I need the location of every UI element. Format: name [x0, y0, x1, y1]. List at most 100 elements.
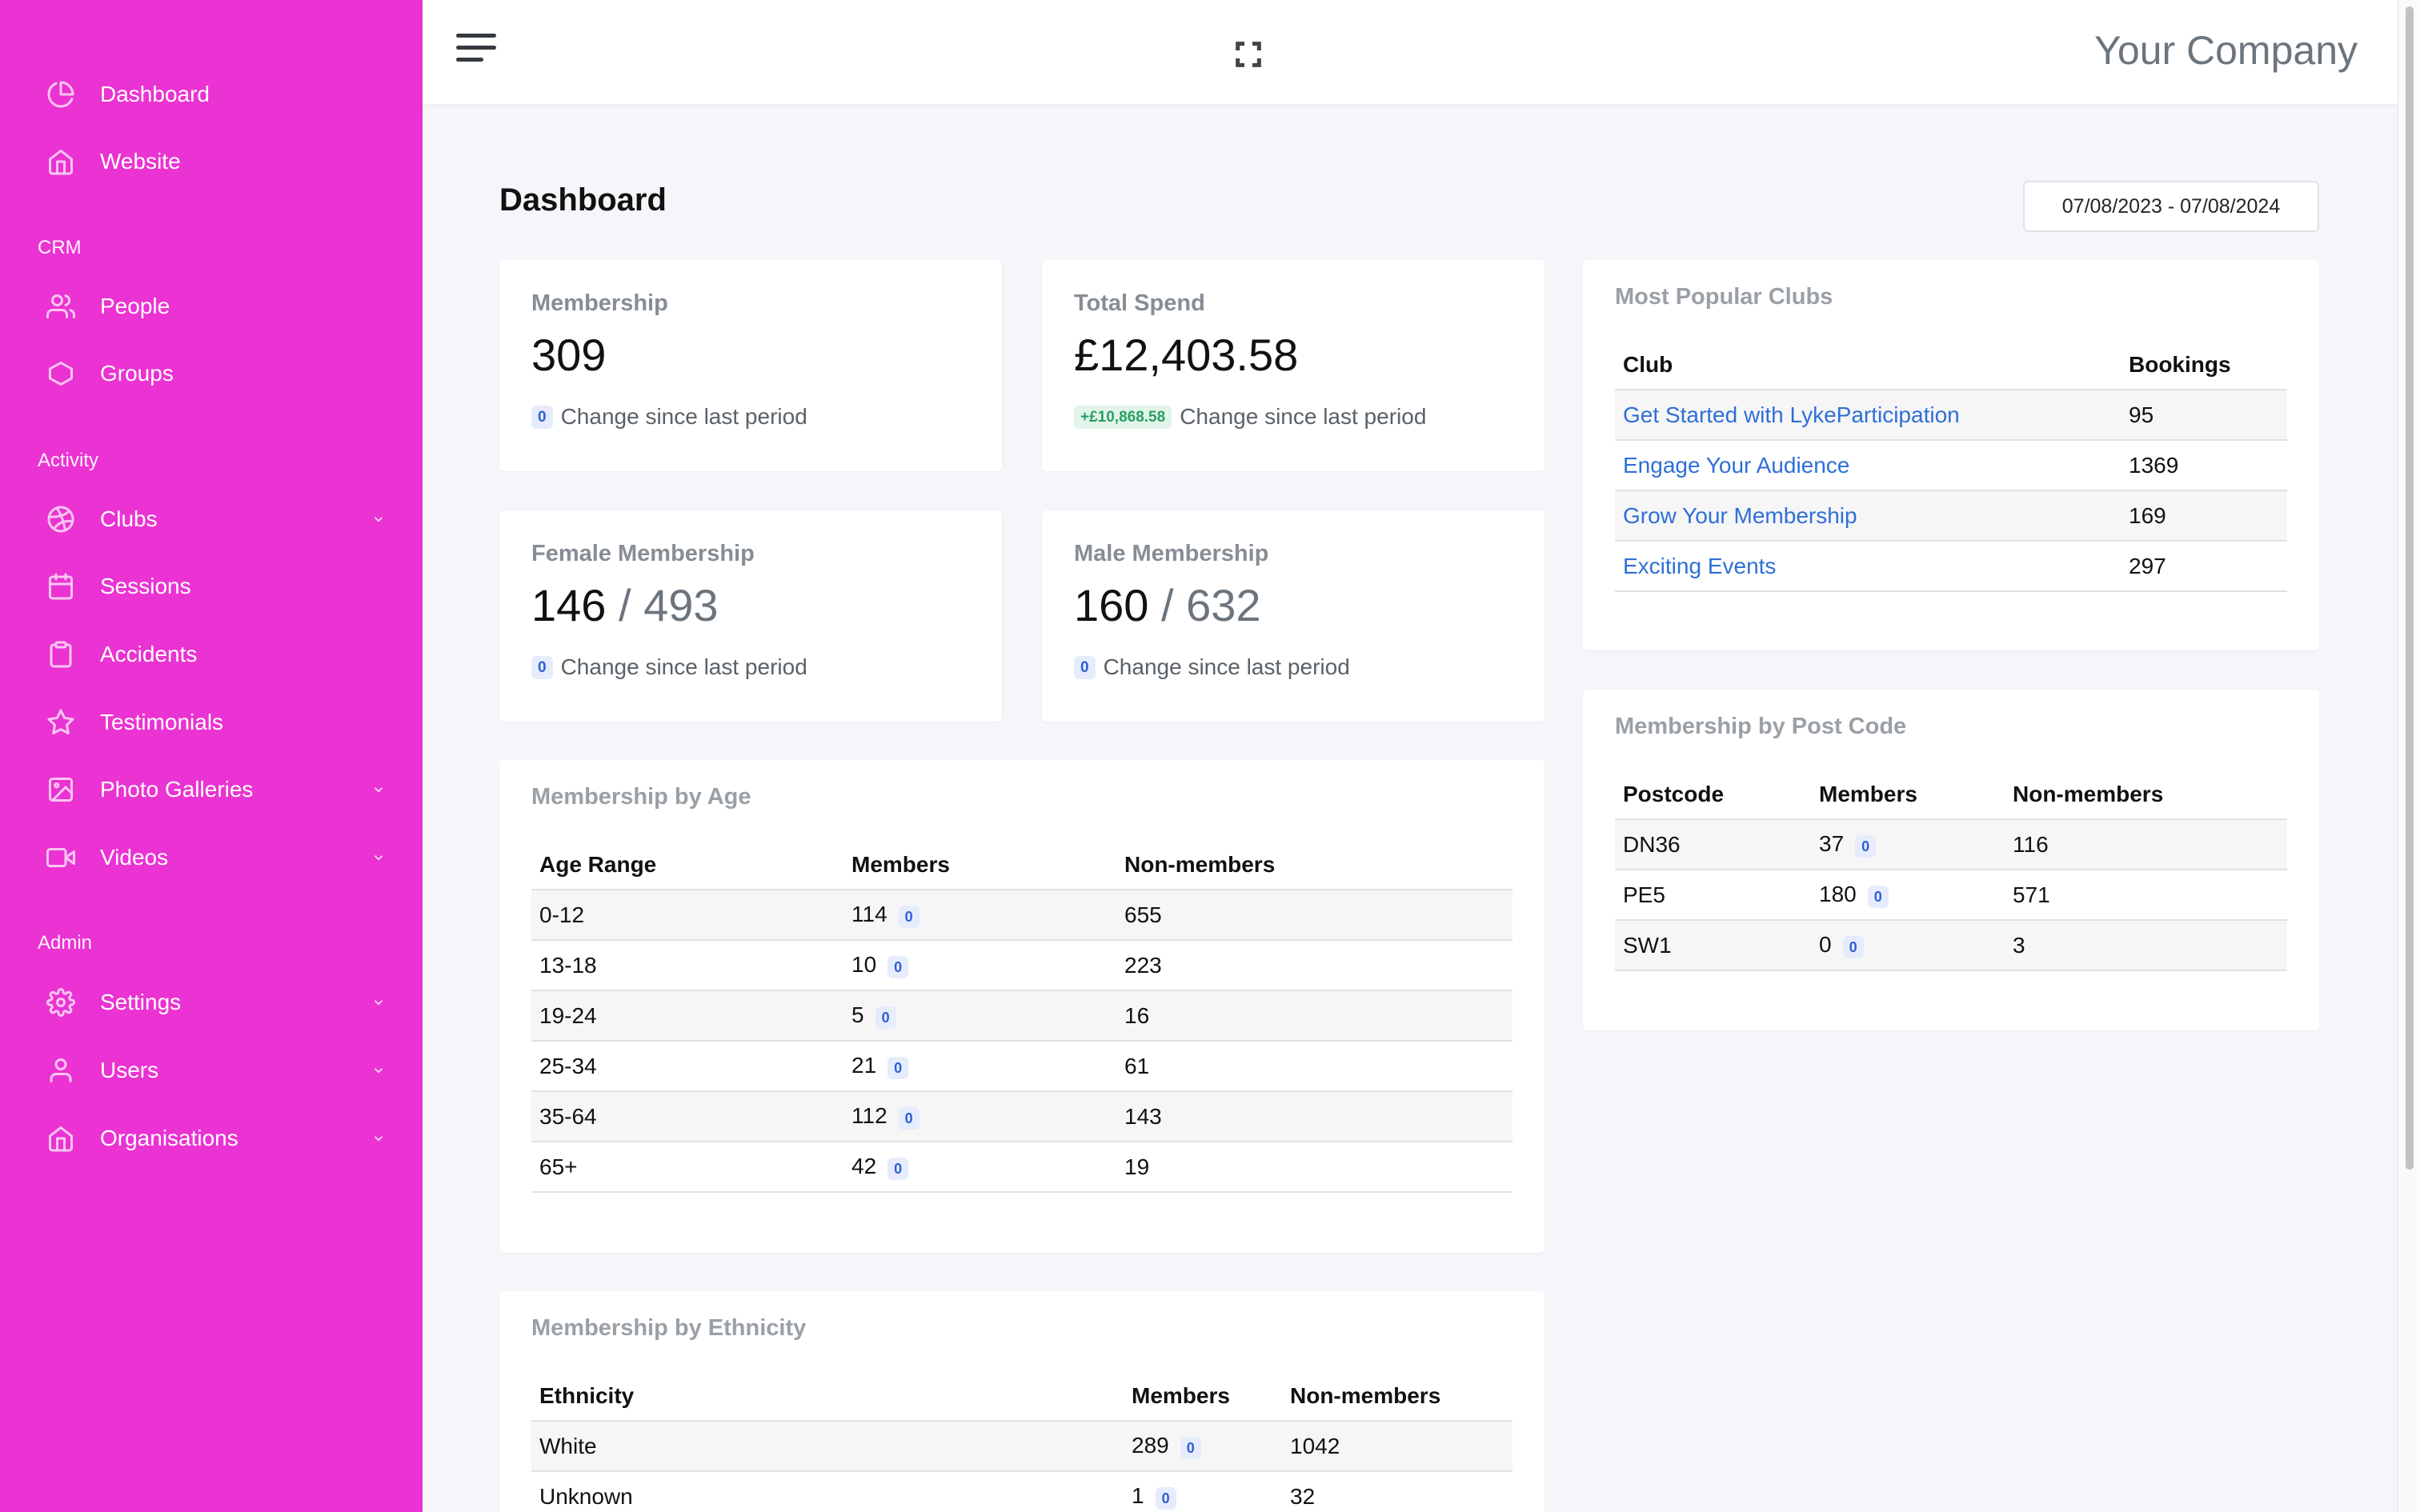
non-members-cell: 32 [1282, 1471, 1512, 1512]
non-members-cell: 16 [1116, 990, 1512, 1042]
sidebar-item-label: Clubs [100, 506, 158, 531]
members-cell: 114 0 [843, 890, 1116, 941]
change-badge: +£10,868.58 [1074, 405, 1172, 429]
change-badge: 0 [1155, 1487, 1176, 1510]
change-label: Change since last period [560, 404, 807, 429]
members-value: 21 [851, 1053, 877, 1078]
column-header: Club [1615, 340, 2121, 390]
sidebar-item-organisations[interactable]: Organisations [0, 1110, 423, 1166]
scrollbar-thumb[interactable] [2406, 6, 2414, 1170]
sidebar-item-website[interactable]: Website [0, 134, 423, 190]
column-header: Members [1124, 1371, 1282, 1422]
ethnicity-cell: Unknown [531, 1471, 1124, 1512]
sidebar: Dashboard Website CRM People Groups Acti… [0, 0, 423, 1512]
sidebar-item-people[interactable]: People [0, 278, 423, 334]
members-cell: 21 0 [843, 1041, 1116, 1092]
date-range-picker[interactable]: 07/08/2023 - 07/08/2024 [2023, 181, 2319, 232]
topbar: Your Company [423, 0, 2398, 104]
members-cell: 289 0 [1124, 1421, 1282, 1472]
non-members-cell: 655 [1116, 890, 1512, 941]
sidebar-item-settings[interactable]: Settings [0, 974, 423, 1030]
sidebar-item-users[interactable]: Users [0, 1042, 423, 1098]
scrollbar[interactable] [2398, 0, 2420, 1512]
ethnicity-cell: White [531, 1421, 1124, 1472]
calendar-icon [46, 572, 75, 601]
non-members-cell: 3 [2005, 920, 2287, 971]
club-cell: Exciting Events [1615, 541, 2121, 592]
sidebar-item-label: Groups [100, 361, 174, 386]
stat-change: 0 Change since last period [531, 404, 807, 430]
chevron-down-icon [371, 512, 386, 526]
club-cell: Engage Your Audience [1615, 440, 2121, 491]
stat-change: +£10,868.58 Change since last period [1074, 404, 1426, 430]
postcode-cell: PE5 [1615, 870, 1811, 921]
dribbble-icon [46, 505, 75, 534]
sidebar-item-label: Testimonials [100, 710, 224, 734]
age-range-cell: 19-24 [531, 990, 843, 1042]
age-range-cell: 13-18 [531, 940, 843, 991]
stat-change: 0 Change since last period [1074, 654, 1350, 680]
chevron-down-icon [371, 782, 386, 797]
members-value: 42 [851, 1154, 877, 1178]
image-icon [46, 775, 75, 804]
ethnicity-card: Membership by Ethnicity Ethnicity Member… [499, 1291, 1545, 1512]
table-row: Grow Your Membership 169 [1615, 490, 2287, 542]
age-range-cell: 65+ [531, 1142, 843, 1193]
club-link[interactable]: Get Started with LykeParticipation [1623, 402, 1960, 427]
age-range-cell: 0-12 [531, 890, 843, 941]
fullscreen-icon[interactable] [1232, 38, 1264, 70]
sidebar-item-videos[interactable]: Videos [0, 830, 423, 886]
sidebar-item-dashboard[interactable]: Dashboard [0, 66, 423, 122]
members-cell: 180 0 [1811, 870, 2005, 921]
company-name[interactable]: Your Company [2094, 28, 2358, 73]
club-link[interactable]: Exciting Events [1623, 553, 1777, 578]
table-row: SW1 0 0 3 [1615, 920, 2287, 971]
members-value: 114 [851, 902, 887, 926]
table-row: Engage Your Audience 1369 [1615, 440, 2287, 491]
non-members-cell: 1042 [1282, 1421, 1512, 1472]
club-link[interactable]: Engage Your Audience [1623, 452, 1850, 478]
non-members-cell: 143 [1116, 1091, 1512, 1142]
change-badge: 0 [1074, 655, 1096, 679]
sidebar-item-clubs[interactable]: Clubs [0, 491, 423, 547]
stat-change: 0 Change since last period [531, 654, 807, 680]
chevron-down-icon [371, 995, 386, 1010]
column-header: Members [843, 840, 1116, 890]
table-row: 0-12 114 0 655 [531, 890, 1512, 941]
postcode-cell: DN36 [1615, 819, 1811, 870]
sidebar-item-groups[interactable]: Groups [0, 346, 423, 402]
change-badge: 0 [1180, 1437, 1201, 1459]
table-header-row: Ethnicity Members Non-members [531, 1371, 1512, 1422]
bookings-cell: 95 [2121, 390, 2287, 441]
sidebar-item-label: Sessions [100, 574, 191, 598]
table-row: PE5 180 0 571 [1615, 870, 2287, 921]
page-title: Dashboard [499, 182, 667, 218]
menu-toggle-icon[interactable] [456, 34, 498, 69]
sidebar-item-photo-galleries[interactable]: Photo Galleries [0, 762, 423, 818]
star-icon [46, 708, 75, 737]
sidebar-section-activity: Activity [38, 450, 99, 471]
sidebar-item-accidents[interactable]: Accidents [0, 626, 423, 682]
change-label: Change since last period [1103, 654, 1350, 679]
club-link[interactable]: Grow Your Membership [1623, 502, 1857, 528]
table-row: Unknown 1 0 32 [531, 1471, 1512, 1512]
table-header-row: Club Bookings [1615, 340, 2287, 390]
postcode-card: Membership by Post Code Postcode Members… [1583, 690, 2319, 1030]
change-badge: 0 [887, 956, 909, 978]
pie-chart-icon [46, 80, 75, 109]
sidebar-item-testimonials[interactable]: Testimonials [0, 694, 423, 750]
bookings-cell: 297 [2121, 541, 2287, 592]
non-members-cell: 116 [2005, 819, 2287, 870]
table-row: White 289 0 1042 [531, 1421, 1512, 1472]
change-badge: 0 [531, 655, 553, 679]
sidebar-section-admin: Admin [38, 932, 93, 954]
card-title: Membership by Age [531, 784, 751, 810]
users-icon [46, 292, 76, 321]
members-value: 37 [1819, 831, 1845, 856]
age-card: Membership by Age Age Range Members Non-… [499, 760, 1545, 1253]
sidebar-item-sessions[interactable]: Sessions [0, 558, 423, 614]
video-icon [46, 843, 75, 872]
